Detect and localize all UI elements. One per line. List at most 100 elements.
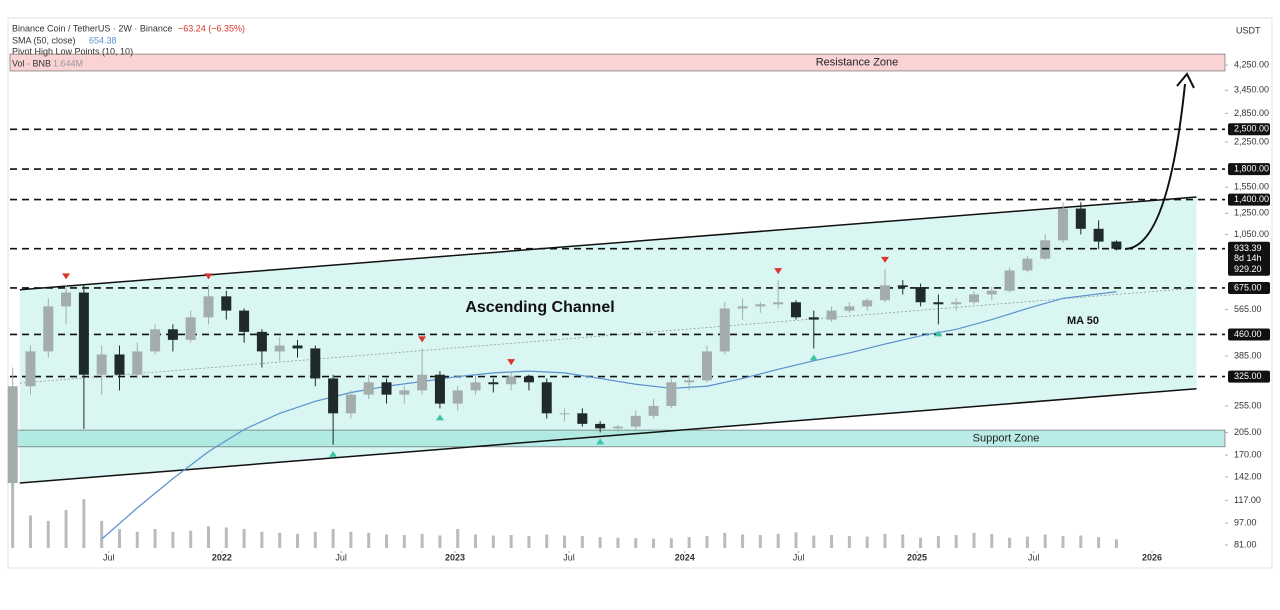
arrow-head	[1176, 72, 1195, 89]
y-tick-label: 2,850.00	[1234, 108, 1269, 118]
volume-bar	[794, 532, 798, 548]
volume-bar	[563, 535, 567, 548]
volume-bar	[723, 532, 727, 548]
volume-bar	[11, 483, 15, 548]
volume-bar	[901, 534, 905, 548]
level-box	[1228, 370, 1270, 383]
volume-bar	[883, 533, 887, 548]
volume-bar	[474, 534, 478, 548]
volume-bar	[438, 535, 442, 548]
candle-body	[78, 292, 89, 375]
y-tick-label: 4,250.00	[1234, 59, 1269, 69]
volume-bar	[580, 536, 584, 548]
candle-body	[310, 348, 321, 379]
x-tick-label: 2026	[1142, 552, 1162, 562]
zone-label: Support Zone	[973, 432, 1040, 444]
volume-bar	[669, 538, 673, 548]
candle-body	[434, 374, 445, 404]
candle-body	[933, 302, 944, 305]
y-tick-label: 205.00	[1234, 427, 1262, 437]
volume-bar	[652, 538, 656, 548]
candle-body	[25, 351, 36, 387]
volume-bar	[741, 534, 745, 548]
volume-bar	[919, 537, 923, 548]
candle-body	[381, 382, 392, 395]
level-label: 675.00	[1234, 282, 1262, 292]
y-tick-label: 170.00	[1234, 449, 1262, 459]
sma-value: 654.38	[89, 35, 117, 45]
y-tick-label: 1,050.00	[1234, 229, 1269, 239]
volume-bar	[491, 535, 495, 548]
candle-body	[951, 302, 962, 305]
candle-body	[96, 354, 107, 375]
trendline	[19, 287, 1197, 384]
sma-label: SMA (50, close)	[12, 35, 76, 45]
volume-bar	[634, 538, 638, 548]
ma-label: MA 50	[1067, 315, 1099, 327]
y-tick-label: 1,250.00	[1234, 208, 1269, 218]
vol-label: Vol · BNB	[12, 58, 51, 68]
candle-body	[684, 380, 695, 383]
x-tick-label: 2023	[445, 552, 465, 562]
pivot-low	[329, 450, 338, 457]
candle-body	[328, 378, 339, 414]
candle-body	[612, 426, 623, 429]
channel-fill	[19, 196, 1197, 484]
volume-bar	[206, 526, 210, 548]
price-label: 933.39	[1234, 243, 1262, 253]
sma-line	[101, 291, 1117, 540]
channel-upper	[19, 196, 1197, 291]
candle-body	[345, 394, 356, 414]
candle-body	[292, 345, 303, 349]
level-box	[1228, 328, 1270, 341]
volume-bar	[331, 529, 335, 548]
volume-bar	[135, 531, 139, 548]
volume-bar	[936, 536, 940, 548]
candle-body	[595, 423, 606, 429]
candle-body	[915, 287, 926, 303]
pivot-high	[204, 273, 213, 280]
x-tick-label: Jul	[563, 552, 575, 562]
volume-bar	[46, 520, 50, 548]
volume-bar	[349, 531, 353, 548]
volume-bar	[189, 530, 193, 548]
volume-bar	[260, 531, 264, 548]
volume-bar	[28, 515, 32, 548]
volume-bar	[278, 532, 282, 548]
volume-bar	[990, 533, 994, 548]
x-tick-label: Jul	[793, 552, 805, 562]
candle-body	[737, 306, 748, 309]
y-tick-label: 81.00	[1234, 539, 1257, 549]
candle-body	[1093, 228, 1104, 242]
level-label: 325.00	[1234, 371, 1262, 381]
channel-label: Ascending Channel	[465, 299, 614, 316]
volume-bar	[82, 499, 86, 548]
volume-bar	[367, 532, 371, 548]
candle-body	[755, 304, 766, 307]
volume-bar	[972, 532, 976, 548]
zone	[9, 53, 1226, 72]
y-tick-label: 1,550.00	[1234, 182, 1269, 192]
candle-body	[986, 290, 997, 295]
candle-body	[630, 415, 641, 427]
symbol: Binance Coin / TetherUS · 2W · Binance	[12, 23, 172, 33]
candle-body	[114, 354, 125, 375]
candle-body	[506, 376, 517, 385]
countdown: 8d 14h	[1234, 253, 1262, 263]
level-label: 1,400.00	[1234, 194, 1269, 204]
candle-body	[452, 390, 463, 404]
level-box	[1228, 281, 1270, 294]
volume-bar	[776, 533, 780, 548]
pivot-high	[507, 359, 516, 366]
channel-lower	[19, 387, 1197, 484]
volume-bar	[117, 529, 121, 548]
volume-bar	[456, 529, 460, 548]
candle-body	[1058, 208, 1068, 241]
y-tick-label: 2,250.00	[1234, 136, 1269, 146]
projection-arrow	[1124, 83, 1186, 250]
candle-body	[417, 374, 428, 391]
secondary-price: 929.20	[1234, 264, 1262, 274]
volume-bar	[313, 531, 317, 548]
zone-label: Resistance Zone	[816, 56, 899, 68]
